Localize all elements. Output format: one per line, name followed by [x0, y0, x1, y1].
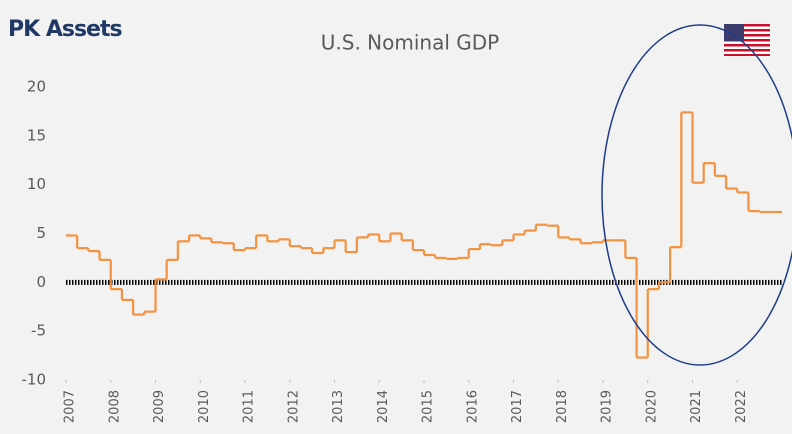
- x-tick-label: 2018: [555, 390, 570, 423]
- x-tick-label: 2016: [465, 390, 480, 423]
- y-tick-label: 0: [36, 273, 46, 291]
- x-tick-label: 2021: [689, 390, 704, 423]
- x-tick-label: 2008: [107, 390, 122, 423]
- x-tick-label: 2014: [376, 390, 391, 423]
- x-tick-label: 2017: [510, 390, 525, 423]
- x-tick-label: 2007: [63, 390, 78, 423]
- y-tick-label: 20: [27, 78, 46, 96]
- y-tick-label: 10: [27, 175, 46, 193]
- x-tick-label: 2011: [242, 390, 257, 423]
- x-tick-label: 2022: [734, 390, 749, 423]
- y-tick-label: 5: [36, 224, 46, 242]
- x-tick-label: 2020: [644, 390, 659, 423]
- x-tick-label: 2013: [331, 390, 346, 423]
- x-tick-label: 2012: [286, 390, 301, 423]
- chart-title: U.S. Nominal GDP: [321, 31, 499, 55]
- x-tick-label: 2009: [152, 390, 167, 423]
- highlight-ellipse: [601, 24, 792, 366]
- x-tick-label: 2015: [421, 390, 436, 423]
- y-tick-label: -10: [22, 371, 47, 389]
- y-tick-label: -5: [31, 322, 46, 340]
- flag: [724, 24, 770, 56]
- x-tick-label: 2010: [197, 390, 212, 423]
- y-tick-label: 15: [27, 126, 46, 144]
- x-tick-label: 2019: [600, 390, 615, 423]
- brand: PK Assets: [8, 17, 122, 42]
